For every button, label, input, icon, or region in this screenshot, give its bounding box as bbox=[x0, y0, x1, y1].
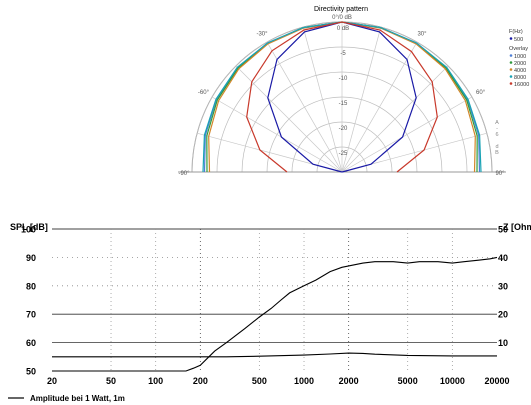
polar-angle-label: -90° bbox=[178, 171, 190, 177]
polar-ring-label: -15 bbox=[339, 101, 348, 107]
legend-marker bbox=[509, 37, 513, 40]
legend-label-amplitude: Amplitude bei 1 Watt, 1m bbox=[30, 394, 125, 403]
polar-angle-label: 90° bbox=[495, 171, 505, 177]
polar-angle-label: -30° bbox=[256, 31, 268, 37]
legend-entry: 2000 bbox=[514, 61, 526, 67]
polar-legend: F(Hz)500Overlay100020004000800016000A-6 … bbox=[495, 29, 529, 156]
x-tick-label: 10000 bbox=[440, 376, 465, 386]
x-tick-label: 500 bbox=[252, 376, 267, 386]
y-tick-label: 60 bbox=[26, 338, 36, 348]
legend-marker bbox=[509, 82, 513, 85]
y-tick-label: 70 bbox=[26, 310, 36, 320]
legend-side-glyph: 6 bbox=[495, 132, 498, 138]
x-tick-label: 200 bbox=[193, 376, 208, 386]
response-grid bbox=[52, 228, 497, 371]
polar-spoke bbox=[302, 27, 343, 173]
y-tick-label: 100 bbox=[21, 225, 36, 235]
directivity-polar-chart: Directivity pattern 0 dB -5 -10 -15 -20 -25 0°… bbox=[178, 6, 529, 177]
y-tick-label: 80 bbox=[26, 281, 36, 291]
polar-angle-label: 30° bbox=[417, 31, 427, 37]
y-axis-label: SPL [dB] bbox=[10, 222, 48, 232]
y-tick-label: 50 bbox=[26, 367, 36, 377]
polar-ring-label: -10 bbox=[339, 76, 348, 82]
polar-spoke bbox=[341, 96, 473, 173]
legend-title: F(Hz) bbox=[509, 29, 523, 35]
polar-ring-label: 0 dB bbox=[337, 26, 349, 32]
legend-entry: 8000 bbox=[514, 75, 526, 81]
polar-spoke bbox=[341, 41, 418, 173]
y2-tick-label: 20 bbox=[498, 310, 508, 320]
legend-marker bbox=[509, 61, 513, 64]
legend-marker bbox=[509, 75, 513, 78]
impedance-curve bbox=[52, 352, 497, 358]
polar-ring-label: -25 bbox=[339, 151, 348, 157]
x-tick-label: 20000 bbox=[484, 376, 509, 386]
polar-ring-label: -20 bbox=[339, 126, 348, 132]
polar-angle-label: 0°/0 dB bbox=[332, 15, 352, 21]
response-tick-labels: 50 60 70 80 90 100 10 20 30 40 50 20 50 100 200 500 1000… bbox=[21, 225, 510, 387]
polar-spoke bbox=[341, 65, 449, 173]
legend-marker bbox=[509, 68, 513, 71]
legend-entry: 500 bbox=[514, 37, 523, 43]
y2-axis-label: Z [Ohm bbox=[503, 222, 531, 232]
x-tick-label: 5000 bbox=[398, 376, 418, 386]
legend-side-glyph: A bbox=[495, 120, 499, 126]
legend-side-glyph: B bbox=[495, 150, 499, 156]
polar-grid bbox=[178, 21, 506, 173]
x-tick-label: 100 bbox=[148, 376, 163, 386]
legend-side-glyph: d bbox=[495, 144, 498, 150]
polar-ring-label: -5 bbox=[340, 51, 346, 57]
polar-labels-group: 0 dB -5 -10 -15 -20 -25 0°/0 dB -30° 30° -60° 60° -… bbox=[178, 15, 505, 177]
polar-title: Directivity pattern bbox=[314, 6, 368, 13]
polar-angle-label: -60° bbox=[198, 90, 210, 96]
x-tick-label: 2000 bbox=[339, 376, 359, 386]
response-legend: Amplitude bei 1 Watt, 1m bbox=[8, 394, 125, 403]
y-tick-label: 90 bbox=[26, 253, 36, 263]
polar-series-16000 bbox=[246, 21, 438, 173]
legend-side-glyph: - bbox=[496, 126, 498, 132]
polar-spoke bbox=[235, 65, 343, 173]
polar-angle-label: 60° bbox=[476, 90, 486, 96]
legend-marker bbox=[509, 54, 513, 57]
response-series-group bbox=[52, 256, 498, 372]
legend-entry: 16000 bbox=[514, 82, 529, 88]
y2-tick-label: 40 bbox=[498, 253, 508, 263]
legend-overlay-label: Overlay bbox=[509, 46, 528, 52]
polar-spoke bbox=[341, 27, 382, 173]
x-tick-label: 20 bbox=[47, 376, 57, 386]
legend-entry: 1000 bbox=[514, 54, 526, 60]
polar-spoke bbox=[211, 96, 343, 173]
legend-entry: 4000 bbox=[514, 68, 526, 74]
y2-tick-label: 50 bbox=[498, 225, 508, 235]
x-tick-label: 1000 bbox=[294, 376, 314, 386]
y2-tick-label: 10 bbox=[498, 338, 508, 348]
y2-tick-label: 30 bbox=[498, 281, 508, 291]
x-tick-label: 50 bbox=[106, 376, 116, 386]
spl-amplitude-curve bbox=[52, 256, 498, 372]
polar-spoke bbox=[266, 41, 343, 173]
polar-series-group bbox=[202, 21, 482, 173]
